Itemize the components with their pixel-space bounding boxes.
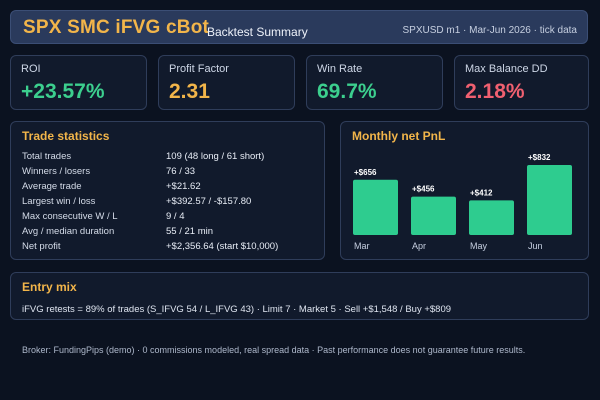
stat-value: +$392.57 / -$157.80: [166, 196, 252, 207]
kpi-value: 2.18%: [465, 80, 525, 103]
stat-value: +$21.62: [166, 181, 201, 192]
stat-value: 55 / 21 min: [166, 226, 213, 237]
app-title: SPX SMC iFVG cBot: [23, 17, 210, 38]
stat-label: Average trade: [22, 181, 82, 192]
kpi-value: 2.31: [169, 80, 210, 103]
stat-label: Winners / losers: [22, 166, 91, 177]
bar-jun: [527, 165, 572, 235]
kpi-card-roi: ROI +23.57%: [10, 55, 147, 110]
monthly-pnl-chart: +$656 Mar +$456 Apr +$412 May +$832 Jun: [353, 153, 572, 251]
bar-data-label: +$656: [354, 168, 377, 177]
x-tick-label: May: [470, 241, 488, 251]
kpi-label: Profit Factor: [169, 63, 229, 75]
header-bar: SPX SMC iFVG cBot Backtest Summary SPXUS…: [10, 10, 588, 44]
stat-label: Total trades: [22, 151, 72, 162]
x-tick-label: Mar: [354, 241, 370, 251]
entry-mix-text: iFVG retests = 89% of trades (S_IFVG 54 …: [22, 304, 452, 315]
entry-mix-title: Entry mix: [22, 280, 77, 294]
kpi-label: ROI: [21, 63, 41, 75]
kpi-label: Max Balance DD: [465, 63, 548, 75]
kpi-value: +23.57%: [21, 80, 105, 103]
bar-apr: [411, 196, 456, 235]
entry-mix-panel: Entry mix iFVG retests = 89% of trades (…: [10, 272, 589, 320]
trade-statistics-panel: Trade statistics Total trades 109 (48 lo…: [10, 121, 325, 260]
bar-data-label: +$832: [528, 153, 551, 162]
x-tick-label: Apr: [412, 241, 426, 251]
kpi-card-profit-factor: Profit Factor 2.31: [158, 55, 295, 110]
stat-value: 9 / 4: [166, 211, 185, 222]
stat-value: +$2,356.64 (start $10,000): [166, 241, 279, 252]
stat-value: 76 / 33: [166, 166, 196, 177]
bar-data-label: +$456: [412, 185, 435, 194]
bar-mar: [353, 179, 398, 235]
footer-disclaimer: Broker: FundingPips (demo) · 0 commissio…: [22, 345, 526, 355]
bar-data-label: +$412: [470, 188, 493, 197]
page-subtitle: Backtest Summary: [207, 25, 308, 39]
stat-label: Max consecutive W / L: [22, 211, 118, 222]
stat-label: Avg / median duration: [22, 226, 115, 237]
dataset-meta: SPXUSD m1 · Mar-Jun 2026 · tick data: [402, 25, 577, 36]
stat-label: Net profit: [22, 241, 61, 252]
stat-value: 109 (48 long / 61 short): [166, 151, 265, 162]
kpi-value: 69.7%: [317, 80, 377, 103]
kpi-card-win-rate: Win Rate 69.7%: [306, 55, 443, 110]
x-tick-label: Jun: [528, 241, 543, 251]
monthly-pnl-panel: Monthly net PnL +$656 Mar +$456 Apr +$412 May…: [340, 121, 589, 260]
monthly-pnl-title: Monthly net PnL: [352, 129, 446, 143]
bar-may: [469, 200, 514, 235]
kpi-card-max-balance-dd: Max Balance DD 2.18%: [454, 55, 589, 110]
trade-statistics-title: Trade statistics: [22, 129, 110, 143]
kpi-label: Win Rate: [317, 63, 363, 75]
stat-label: Largest win / loss: [22, 196, 96, 207]
